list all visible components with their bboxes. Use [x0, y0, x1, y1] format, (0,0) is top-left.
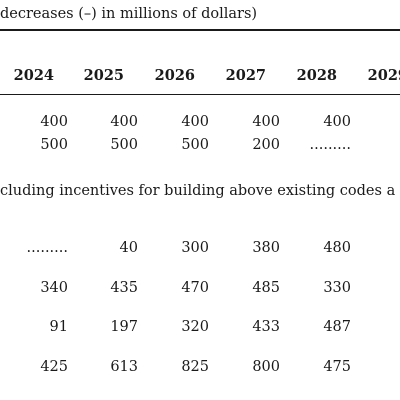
table-cell: 40: [119, 240, 138, 256]
table-cell: 470: [181, 280, 209, 296]
year-header-cell: 2028: [296, 67, 337, 84]
table-cell: 475: [323, 359, 351, 375]
table-cell: 400: [40, 114, 68, 130]
table-cell: 400: [110, 114, 138, 130]
table-cell: 435: [110, 280, 138, 296]
table-cell: 197: [110, 319, 138, 335]
table-cell: 485: [252, 280, 280, 296]
year-header-cell: 2026: [154, 67, 195, 84]
year-header-cell: 2025: [83, 67, 124, 84]
table-cell: 400: [252, 114, 280, 130]
table-cell: 320: [181, 319, 209, 335]
table-cell: 91: [49, 319, 68, 335]
year-header-cell: 2029: [367, 67, 400, 84]
table-cell: 800: [252, 359, 280, 375]
table-cell: 425: [40, 359, 68, 375]
table-cell: ....: [362, 137, 400, 153]
table-cell: 4: [362, 359, 400, 375]
year-header-cell: 2024: [13, 67, 54, 84]
table-cell: 300: [181, 240, 209, 256]
table-cell: 500: [181, 137, 209, 153]
table-cell: 480: [323, 240, 351, 256]
table-cell: 1: [362, 280, 400, 296]
table-cell: 2: [362, 114, 400, 130]
table-cell: 380: [252, 240, 280, 256]
table-cell: 4: [362, 240, 400, 256]
table-cell: 613: [110, 359, 138, 375]
table-cell: .........: [309, 137, 351, 153]
table-cell: 330: [323, 280, 351, 296]
table-caption: decreases (–) in millions of dollars): [0, 6, 258, 22]
table-cell: 500: [40, 137, 68, 153]
table-cell: 4: [362, 319, 400, 335]
table-cell: 487: [323, 319, 351, 335]
table-cell: 340: [40, 280, 68, 296]
table-cell: .........: [26, 240, 68, 256]
table-cell: 400: [181, 114, 209, 130]
year-header-cell: 2027: [225, 67, 266, 84]
header-rule: [0, 94, 400, 95]
table-cell: 500: [110, 137, 138, 153]
table-cell: 200: [252, 137, 280, 153]
section-caption: cluding incentives for building above ex…: [0, 183, 396, 199]
table-cell: 825: [181, 359, 209, 375]
table-cell: 400: [323, 114, 351, 130]
top-rule: [0, 29, 400, 31]
table-cell: 433: [252, 319, 280, 335]
